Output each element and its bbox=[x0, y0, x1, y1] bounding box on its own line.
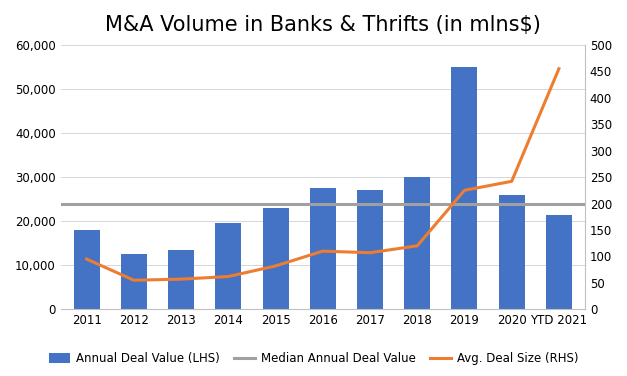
Bar bbox=[498, 195, 525, 309]
Avg. Deal Size (RHS) bbox=[224, 274, 232, 279]
Avg. Deal Size (RHS) bbox=[413, 244, 421, 248]
Bar bbox=[357, 190, 383, 309]
Title: M&A Volume in Banks & Thrifts (in mlns$): M&A Volume in Banks & Thrifts (in mlns$) bbox=[105, 15, 540, 35]
Bar bbox=[263, 208, 288, 309]
Median Annual Deal Value bbox=[83, 201, 90, 206]
Bar bbox=[121, 254, 147, 309]
Bar bbox=[404, 177, 430, 309]
Bar bbox=[168, 250, 194, 309]
Median Annual Deal Value bbox=[130, 201, 137, 206]
Avg. Deal Size (RHS) bbox=[555, 67, 562, 71]
Legend: Annual Deal Value (LHS), Median Annual Deal Value, Avg. Deal Size (RHS): Annual Deal Value (LHS), Median Annual D… bbox=[44, 348, 583, 370]
Avg. Deal Size (RHS) bbox=[177, 277, 185, 281]
Avg. Deal Size (RHS) bbox=[461, 188, 468, 193]
Avg. Deal Size (RHS) bbox=[508, 179, 515, 183]
Bar bbox=[215, 223, 241, 309]
Avg. Deal Size (RHS) bbox=[83, 257, 90, 261]
Bar bbox=[310, 188, 335, 309]
Bar bbox=[451, 67, 477, 309]
Avg. Deal Size (RHS) bbox=[130, 278, 137, 282]
Avg. Deal Size (RHS) bbox=[271, 264, 279, 268]
Avg. Deal Size (RHS) bbox=[366, 250, 374, 255]
Bar bbox=[73, 230, 100, 309]
Line: Avg. Deal Size (RHS): Avg. Deal Size (RHS) bbox=[87, 69, 559, 280]
Avg. Deal Size (RHS) bbox=[319, 249, 327, 253]
Bar bbox=[546, 215, 572, 309]
